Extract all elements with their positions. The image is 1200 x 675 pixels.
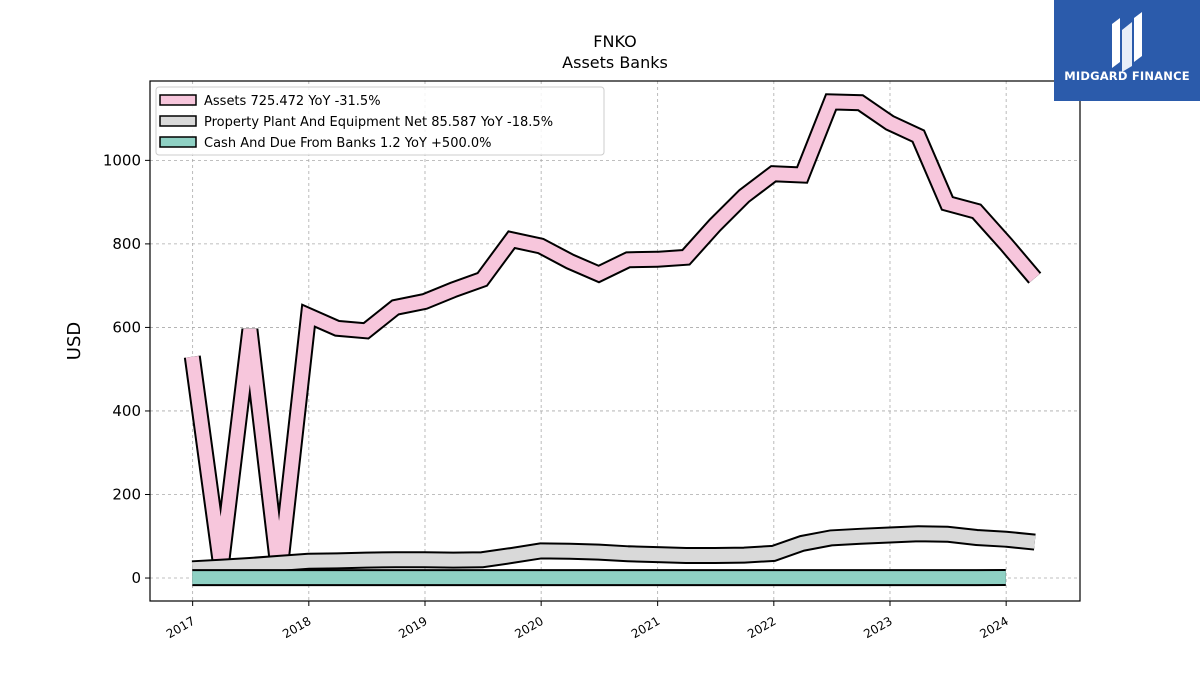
legend-swatch xyxy=(159,94,197,106)
legend-swatch xyxy=(159,115,197,127)
plot-frame xyxy=(149,80,1081,602)
series-outline xyxy=(183,93,1042,579)
y-tick-label: 400 xyxy=(112,402,141,420)
x-tick-label: 2023 xyxy=(861,614,894,641)
y-tick-label: 1000 xyxy=(103,151,141,169)
x-tick-label: 2018 xyxy=(280,614,313,641)
legend-box xyxy=(155,86,605,156)
x-tick-label: 2017 xyxy=(164,614,197,641)
x-tick-label: 2019 xyxy=(396,614,429,641)
x-tick-label: 2021 xyxy=(629,614,662,641)
y-tick-label: 800 xyxy=(112,235,141,253)
series-line xyxy=(185,95,1040,579)
brand-logo: MIDGARD FINANCE xyxy=(1054,0,1200,101)
y-tick-label: 0 xyxy=(131,569,141,587)
chart-title: FNKO xyxy=(593,32,637,51)
series-layer xyxy=(183,93,1042,587)
y-tick-label: 200 xyxy=(112,485,141,503)
y-tick-label: 600 xyxy=(112,318,141,336)
brand-name: MIDGARD FINANCE xyxy=(1064,69,1190,83)
x-tick-label: 2024 xyxy=(977,614,1010,641)
series-line xyxy=(191,527,1036,576)
x-tick-label: 2022 xyxy=(745,614,778,641)
legend-entry: Cash And Due From Banks 1.2 YoY +500.0% xyxy=(204,136,492,151)
chart-subtitle: Assets Banks xyxy=(562,53,668,72)
midgard-m-icon xyxy=(1112,12,1142,72)
legend: Assets 725.472 YoY -31.5% Property Plant … xyxy=(155,86,605,156)
x-tick-label: 2020 xyxy=(512,614,545,641)
legend-entry: Property Plant And Equipment Net 85.587 … xyxy=(204,115,553,130)
y-axis-label: USD xyxy=(64,322,85,360)
legend-swatch xyxy=(159,136,197,148)
legend-entry: Assets 725.472 YoY -31.5% xyxy=(204,94,381,109)
